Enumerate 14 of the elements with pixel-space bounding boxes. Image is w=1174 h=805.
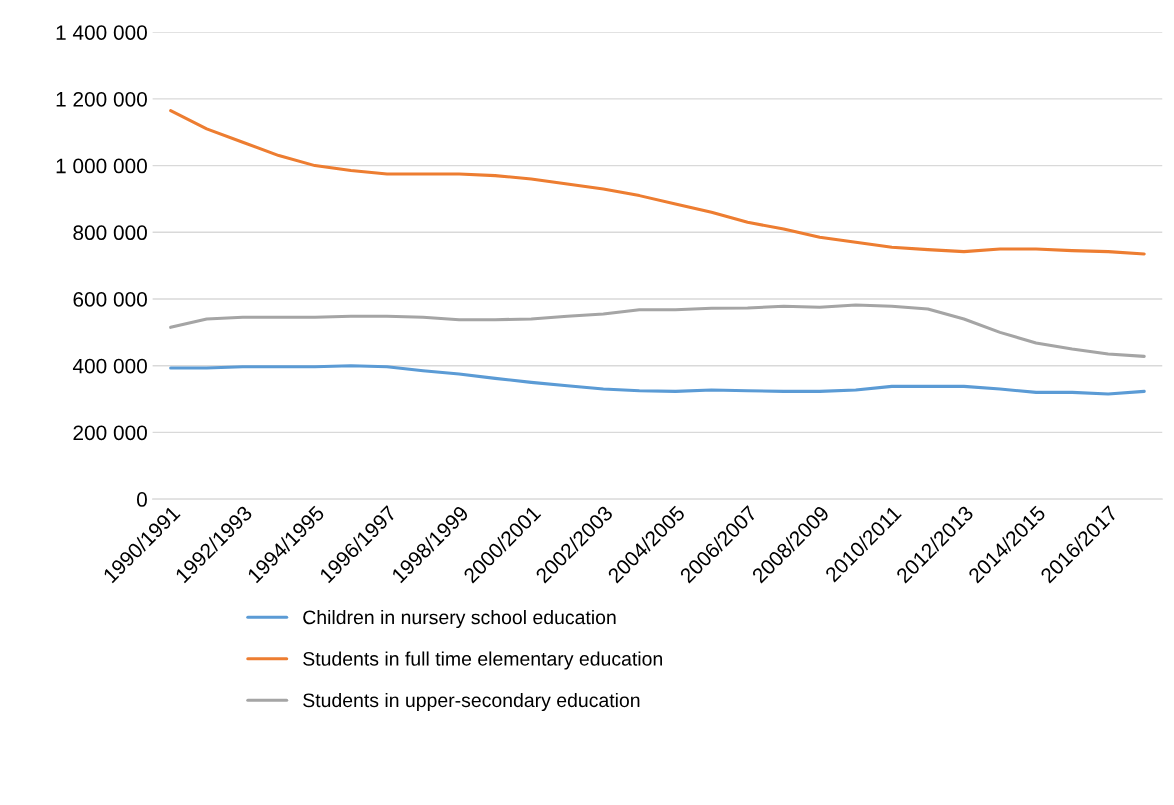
y-tick-label: 1 200 000 [56,91,147,107]
y-tick-label: 0 [136,492,147,507]
line-series [169,303,1146,358]
y-tick-label: 200 000 [73,425,147,441]
legend-label: Students in full time elementary education [303,651,662,670]
y-tick-label: 600 000 [73,292,147,307]
legend-label: Children in nursery school education [303,609,616,629]
line-series [169,109,1146,256]
y-tick-label: 800 000 [73,225,147,241]
y-tick-label: 1 400 000 [56,25,147,40]
y-tick-label: 400 000 [72,358,147,374]
legend-label: Students in upper-secondary education [303,692,640,712]
line-series [169,364,1146,396]
y-tick-label: 1 000 000 [56,158,147,174]
